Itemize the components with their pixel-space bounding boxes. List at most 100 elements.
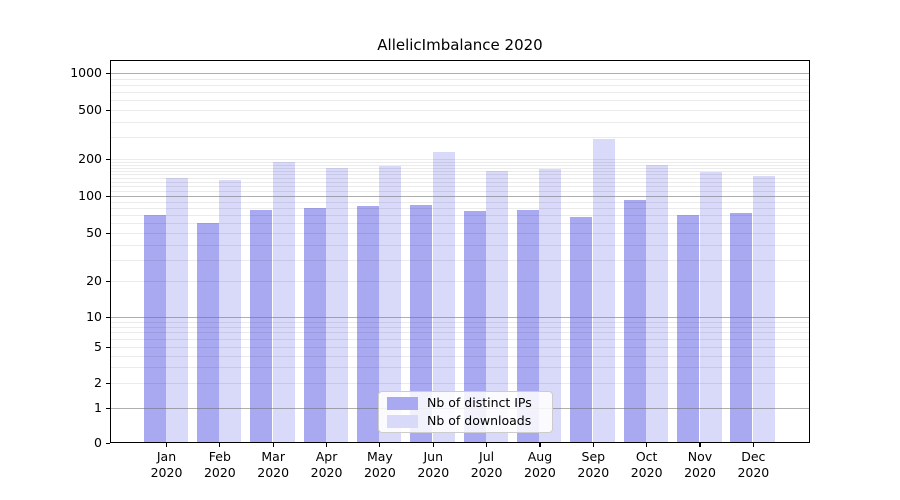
legend-label-downloads: Nb of downloads [427, 413, 532, 428]
x-tick-mark-jul [486, 443, 488, 447]
bar-downloads-aug [539, 169, 562, 443]
x-tick-label-oct: Oct 2020 [630, 449, 663, 480]
gridline-5 [110, 347, 810, 348]
bar-ips-jul [463, 210, 486, 443]
bar-downloads-feb [219, 180, 242, 443]
legend-swatch-downloads [387, 414, 418, 428]
x-tick-label-jul: Jul 2020 [470, 449, 503, 480]
gridline-50 [110, 233, 810, 234]
bar-ips-sep [570, 217, 593, 443]
y-tick-mark-5 [106, 346, 110, 348]
y-tick-mark-2 [106, 382, 110, 384]
legend-item-downloads: Nb of downloads [387, 414, 544, 428]
y-tick-label-2: 2 [94, 374, 102, 390]
bar-ips-nov [677, 215, 699, 443]
gridline-150 [110, 174, 810, 176]
y-tick-label-100: 100 [78, 187, 102, 203]
y-tick-mark-200 [106, 158, 110, 160]
gridline-900 [110, 78, 810, 80]
x-tick-label-feb: Feb 2020 [203, 449, 236, 480]
bar-ips-apr [303, 207, 326, 443]
legend-item-distinct-ips: Nb of distinct IPs [387, 396, 544, 410]
gridline-190 [110, 161, 810, 163]
y-tick-label-10: 10 [86, 308, 102, 324]
bar-ips-mar [250, 209, 273, 443]
y-tick-mark-10 [106, 316, 110, 318]
gridline-130 [110, 181, 810, 183]
x-tick-mark-dec [752, 443, 754, 447]
bar-downloads-jun [432, 151, 455, 443]
bar-ips-aug [516, 209, 539, 443]
gridline-2 [110, 383, 810, 384]
gridline-120 [110, 186, 810, 188]
y-tick-mark-20 [106, 280, 110, 282]
gridline-6 [110, 339, 810, 341]
gridline-110 [110, 190, 810, 192]
x-tick-label-dec: Dec 2020 [737, 449, 770, 480]
x-tick-mark-feb [219, 443, 221, 447]
y-tick-mark-500 [106, 109, 110, 111]
gridline-700 [110, 92, 810, 94]
x-tick-label-sep: Sep 2020 [577, 449, 610, 480]
x-tick-mark-aug [539, 443, 541, 447]
gridline-200 [110, 159, 810, 160]
bar-downloads-may [379, 166, 402, 443]
bar-ips-jun [410, 204, 433, 443]
legend-box: Nb of distinct IPs Nb of downloads [378, 391, 553, 433]
gridline-60 [110, 223, 810, 225]
y-tick-mark-1000 [106, 72, 110, 74]
bar-downloads-nov [699, 171, 722, 443]
x-tick-label-jan: Jan 2020 [150, 449, 183, 480]
y-tick-mark-0 [106, 442, 110, 444]
bar-ips-may [356, 205, 379, 443]
gridline-160 [110, 170, 810, 172]
y-tick-label-5: 5 [94, 338, 102, 354]
gridline-90 [110, 201, 810, 203]
legend-label-distinct-ips: Nb of distinct IPs [427, 395, 532, 410]
bar-ips-dec [730, 212, 753, 443]
y-tick-label-20: 20 [86, 272, 102, 288]
gridline-100 [110, 196, 810, 197]
x-tick-mark-oct [646, 443, 648, 447]
x-tick-label-mar: Mar 2020 [257, 449, 290, 480]
x-tick-mark-sep [592, 443, 594, 447]
y-tick-mark-100 [106, 195, 110, 197]
bar-ips-oct [623, 199, 646, 443]
y-tick-label-500: 500 [78, 101, 102, 117]
chart-title: AllelicImbalance 2020 [377, 36, 543, 54]
y-tick-label-1: 1 [94, 399, 102, 415]
bar-downloads-jul [486, 170, 509, 443]
gridline-800 [110, 84, 810, 86]
gridline-40 [110, 244, 810, 246]
gridline-180 [110, 164, 810, 166]
gridline-70 [110, 215, 810, 217]
bar-downloads-oct [646, 165, 669, 443]
gridline-9 [110, 321, 810, 323]
x-tick-mark-jan [165, 443, 168, 447]
gridline-30 [110, 259, 810, 261]
y-tick-label-1000: 1000 [70, 64, 102, 80]
gridline-170 [110, 167, 810, 169]
x-tick-label-aug: Aug 2020 [524, 449, 556, 480]
gridline-20 [110, 281, 810, 282]
y-tick-mark-50 [106, 232, 110, 234]
bar-downloads-jan [166, 178, 188, 443]
x-tick-mark-may [379, 443, 381, 447]
gridline-400 [110, 121, 810, 123]
x-tick-mark-nov [699, 443, 701, 447]
gridline-140 [110, 178, 810, 180]
plot-area [110, 60, 810, 443]
gridline-500 [110, 110, 810, 111]
bar-downloads-sep [592, 139, 615, 443]
gridline-8 [110, 326, 810, 328]
x-tick-label-may: May 2020 [363, 449, 396, 480]
legend-swatch-distinct-ips [387, 396, 418, 410]
x-tick-label-apr: Apr 2020 [310, 449, 343, 480]
gridline-80 [110, 207, 810, 209]
gridline-7 [110, 332, 810, 334]
bar-ips-feb [196, 223, 219, 443]
x-tick-mark-jun [432, 443, 434, 447]
y-tick-label-50: 50 [86, 224, 102, 240]
gridline-300 [110, 137, 810, 139]
